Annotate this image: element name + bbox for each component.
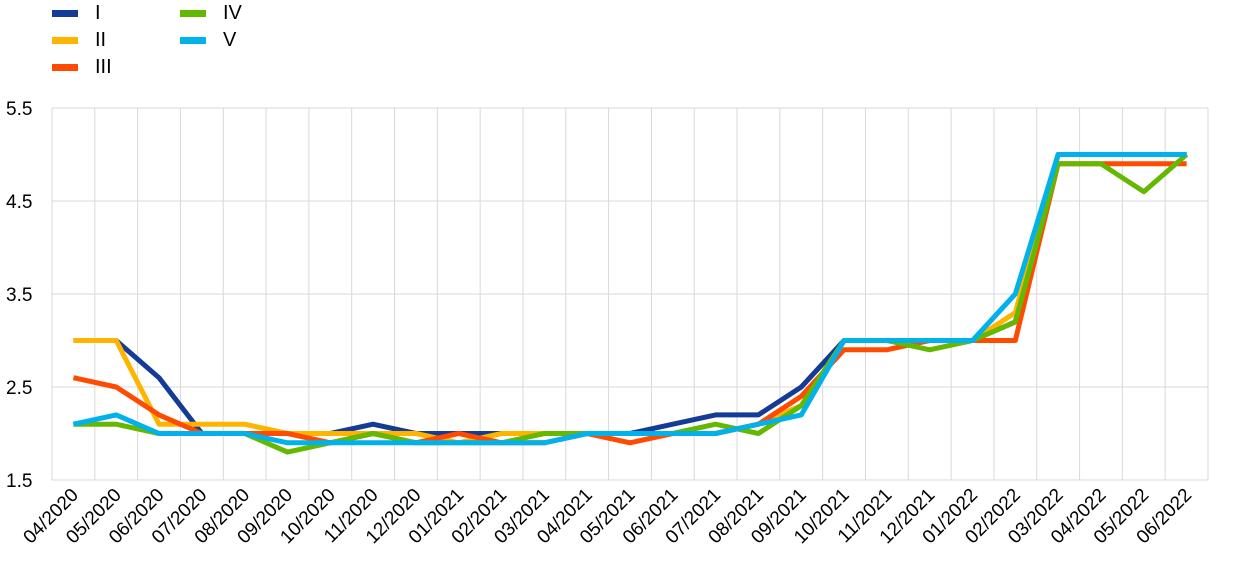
legend-swatch <box>180 9 206 17</box>
y-tick-label: 4.5 <box>6 192 32 213</box>
y-tick-label: 2.5 <box>6 378 32 399</box>
chart-legend: I II III IV V <box>52 0 312 80</box>
legend-swatch <box>180 36 206 44</box>
y-axis-ticks: 5.5 4.5 3.5 2.5 1.5 <box>6 99 32 492</box>
legend-label: III <box>95 56 112 78</box>
legend-item: IV <box>180 0 242 26</box>
legend-item: I <box>52 0 101 26</box>
series-line-III <box>72 161 1187 446</box>
legend-label: IV <box>223 2 242 24</box>
legend-item: V <box>180 27 236 53</box>
legend-swatch <box>52 9 78 17</box>
series-line-V <box>72 152 1187 446</box>
y-tick-label: 1.5 <box>6 471 32 492</box>
legend-label: V <box>223 29 237 51</box>
x-axis-ticks: 04/202005/202006/202007/202008/202009/20… <box>20 485 1197 548</box>
y-tick-label: 5.5 <box>6 99 32 120</box>
legend-item: II <box>52 27 106 53</box>
legend-swatch <box>52 36 78 44</box>
legend-label: II <box>95 29 107 51</box>
series-line-IV <box>73 152 1189 455</box>
legend-item: III <box>52 54 112 80</box>
legend-label: I <box>95 2 101 24</box>
legend-swatch <box>52 63 78 71</box>
series-lines <box>72 152 1189 455</box>
y-tick-label: 3.5 <box>6 285 32 306</box>
